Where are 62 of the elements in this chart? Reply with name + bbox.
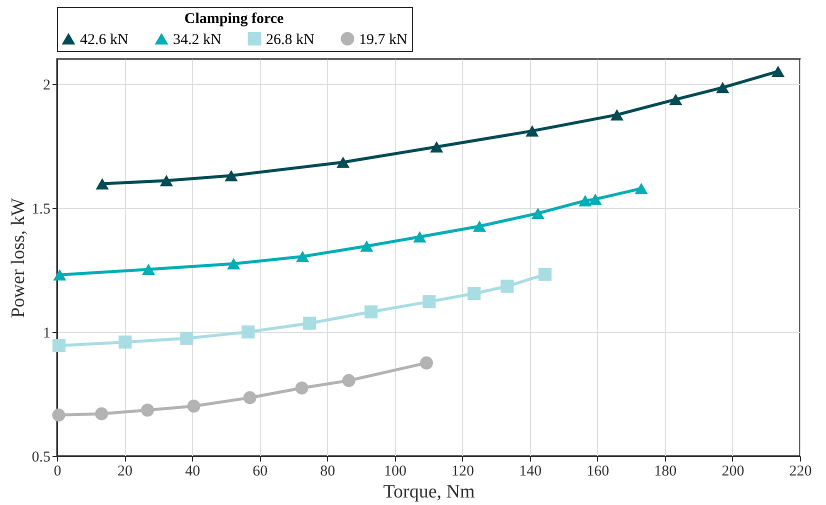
legend-label: 34.2 kN	[173, 32, 222, 48]
point	[53, 269, 66, 281]
point	[472, 220, 486, 232]
point	[578, 195, 592, 206]
point	[500, 280, 514, 293]
point	[420, 356, 433, 370]
x-tick-label: 220	[789, 464, 812, 480]
point	[180, 332, 194, 345]
legend-label: 26.8 kN	[266, 32, 314, 48]
point	[336, 156, 350, 168]
point	[296, 250, 310, 262]
point	[610, 109, 624, 120]
x-tick-label: 60	[252, 464, 268, 480]
x-tick-label: 120	[452, 464, 474, 480]
point	[716, 82, 730, 94]
point	[588, 194, 602, 205]
point	[227, 258, 240, 270]
x-tick-label: 20	[118, 464, 133, 480]
x-tick-label: 80	[320, 464, 336, 480]
point	[634, 182, 648, 194]
x-tick-label: 100	[384, 464, 406, 480]
point	[303, 316, 316, 330]
y-tick-label: 1	[43, 325, 50, 342]
point	[360, 240, 374, 252]
point	[422, 295, 436, 308]
y-tick-label: 1.5	[32, 201, 50, 218]
point	[468, 286, 481, 300]
point	[772, 66, 785, 78]
point	[95, 407, 108, 420]
point	[526, 125, 539, 137]
legend-label: 42.6 kN	[80, 32, 128, 48]
point	[96, 178, 109, 190]
x-tick-label: 160	[586, 464, 610, 480]
point	[342, 374, 356, 388]
y-tick-label: 2	[43, 77, 50, 94]
point	[364, 305, 378, 318]
x-tick-label: 140	[519, 464, 542, 480]
legend-title: Clamping force	[184, 11, 284, 27]
point	[669, 94, 682, 106]
x-tick-label: 0	[54, 464, 62, 480]
point	[538, 268, 552, 281]
x-axis-title: Torque, Nm	[383, 482, 475, 502]
point	[224, 170, 238, 182]
point	[118, 336, 132, 349]
y-tick-label: 0.5	[32, 450, 50, 466]
point	[187, 400, 200, 413]
point	[52, 339, 66, 352]
point	[242, 325, 255, 338]
point	[52, 408, 66, 422]
point	[142, 264, 156, 276]
legend-label: 19.7 kN	[359, 32, 408, 48]
x-tick-label: 40	[185, 464, 200, 480]
point	[413, 231, 426, 243]
point	[140, 404, 154, 417]
y-axis-title: Power loss, kW	[8, 198, 29, 318]
point	[531, 208, 544, 219]
point	[160, 174, 173, 186]
x-tick-label: 180	[654, 464, 677, 480]
point	[243, 391, 256, 404]
point	[295, 382, 308, 395]
x-tick-label: 200	[722, 464, 744, 480]
point	[430, 141, 444, 152]
